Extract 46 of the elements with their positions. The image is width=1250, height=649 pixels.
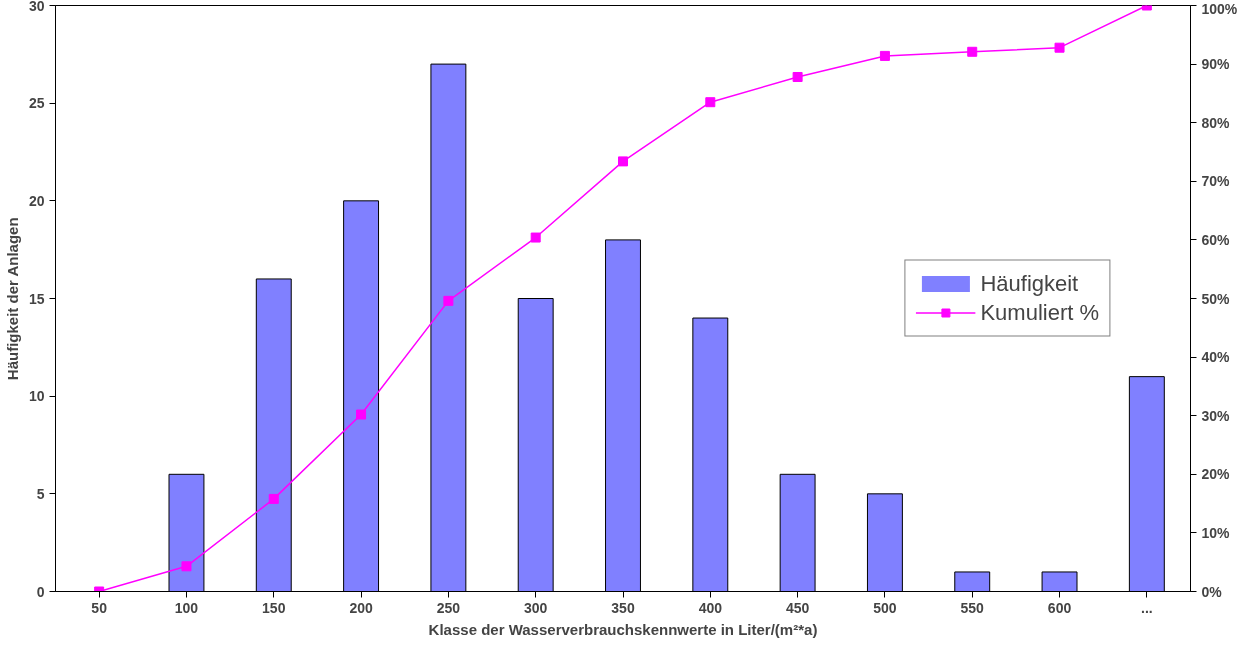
y2-tick-label: 80% <box>1201 114 1231 131</box>
y-tick-label: 0 <box>36 583 45 600</box>
x-tick-label: 250 <box>436 599 461 616</box>
point <box>268 493 279 504</box>
x-tick-label: 400 <box>698 599 723 616</box>
y2-tick-label: 50% <box>1201 290 1231 307</box>
y-tick-label: 25 <box>28 95 45 112</box>
y2-tick-label: 40% <box>1201 349 1231 366</box>
x-tick-label: 200 <box>349 599 373 616</box>
x-tick-label: 550 <box>960 599 985 616</box>
y2-tick-label: 90% <box>1201 56 1231 73</box>
x-tick-label: 300 <box>524 599 548 616</box>
point <box>792 71 803 82</box>
y2-tick-label: 0% <box>1201 583 1223 600</box>
point <box>705 97 716 108</box>
y-tick-label: 15 <box>28 290 45 307</box>
y-tick-label: 20 <box>28 192 45 209</box>
y2-tick-label: 30% <box>1201 407 1231 424</box>
point <box>356 409 367 420</box>
point <box>181 561 192 572</box>
y-axis-title: Häufigkeit der Anlagen <box>3 217 21 381</box>
y2-tick-label: 20% <box>1201 466 1231 483</box>
point <box>443 295 454 306</box>
point <box>879 50 890 61</box>
legend-label: Häufigkeit <box>980 270 1079 297</box>
x-tick-label: ... <box>1141 599 1153 616</box>
x-tick-label: 450 <box>785 599 810 616</box>
x-tick-label: 350 <box>611 599 635 616</box>
x-tick-label: 50 <box>91 599 108 616</box>
y2-tick-label: 10% <box>1201 524 1231 541</box>
y-tick-label: 10 <box>28 388 45 405</box>
point <box>618 156 628 167</box>
y2-tick-label: 100% <box>1201 0 1238 17</box>
point <box>967 46 978 57</box>
point <box>1054 42 1065 53</box>
y2-tick-label: 70% <box>1201 173 1231 190</box>
point <box>530 232 541 243</box>
y-tick-label: 5 <box>36 485 45 502</box>
x-tick-label: 600 <box>1047 599 1072 616</box>
x-tick-label: 150 <box>262 599 286 616</box>
x-axis-title: Klasse der Wasserverbrauchskennwerte in Liter/(m²*a) <box>428 620 818 638</box>
y2-tick-label: 60% <box>1201 231 1231 248</box>
x-tick-label: 500 <box>873 599 897 616</box>
x-tick-label: 100 <box>174 599 199 616</box>
legend-label: Kumuliert % <box>980 299 1099 326</box>
y-tick-label: 30 <box>28 0 45 14</box>
